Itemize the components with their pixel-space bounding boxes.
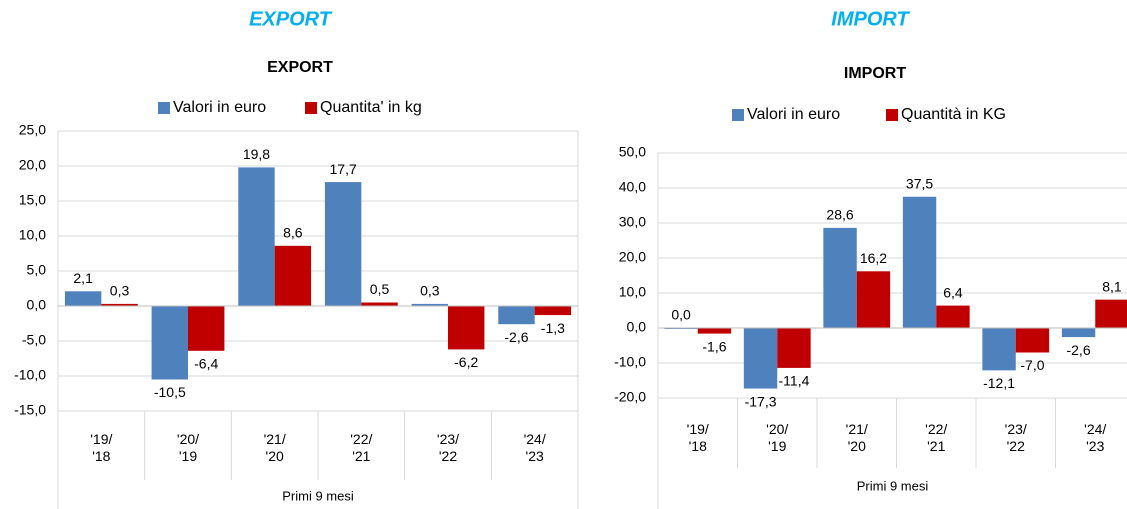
- y-tick-label: -10,0: [14, 367, 46, 383]
- bar: [361, 302, 398, 306]
- value-label: 8,6: [283, 225, 303, 241]
- bar: [448, 306, 485, 350]
- bar: [1015, 328, 1050, 353]
- value-label: 17,7: [330, 161, 357, 177]
- y-tick-label: -20,0: [614, 389, 646, 405]
- value-label: -6,4: [194, 356, 218, 372]
- legend-label: Valori in euro: [173, 99, 266, 116]
- bar: [238, 167, 275, 306]
- bar: [411, 303, 448, 306]
- y-tick-label: 20,0: [19, 157, 46, 173]
- x-tick-label: '22/'21: [350, 431, 372, 464]
- x-axis-label: Primi 9 mesi: [282, 488, 354, 503]
- y-tick-label: 50,0: [619, 144, 646, 160]
- x-tick-label: '22/'21: [925, 421, 947, 454]
- value-label: 37,5: [906, 175, 933, 191]
- legend-swatch: [886, 109, 898, 121]
- x-tick-label: '20/'19: [177, 431, 199, 464]
- value-label: 0,3: [110, 283, 130, 299]
- y-tick-label: 0,0: [627, 319, 647, 335]
- legend-label: Quantità in KG: [901, 106, 1006, 123]
- chart-title: IMPORT: [844, 65, 906, 82]
- bar: [274, 245, 312, 306]
- bar: [902, 196, 937, 328]
- bar: [1095, 299, 1127, 328]
- bar: [1061, 328, 1096, 338]
- x-axis-label: Primi 9 mesi: [857, 478, 929, 493]
- y-tick-label: 30,0: [619, 214, 646, 230]
- bar: [982, 328, 1016, 371]
- value-label: 0,3: [420, 283, 440, 299]
- x-tick-label: '24/'23: [1084, 421, 1106, 454]
- value-label: 0,5: [370, 281, 390, 297]
- value-label: -1,3: [541, 320, 565, 336]
- legend-label: Valori in euro: [747, 106, 840, 123]
- value-label: -6,2: [454, 354, 478, 370]
- value-label: 6,4: [943, 284, 963, 300]
- value-label: 19,8: [243, 146, 270, 162]
- y-tick-label: 10,0: [19, 227, 46, 243]
- heading: EXPORT: [249, 8, 333, 30]
- value-label: 16,2: [860, 250, 887, 266]
- value-label: -17,3: [745, 393, 777, 409]
- value-label: -7,0: [1020, 357, 1044, 373]
- x-tick-label: '21/'20: [846, 421, 868, 454]
- bar: [823, 227, 857, 328]
- x-tick-label: '24/'23: [524, 431, 546, 464]
- x-tick-label: '19/'18: [687, 421, 709, 454]
- legend-swatch: [305, 102, 317, 114]
- y-tick-label: 40,0: [619, 179, 646, 195]
- y-tick-label: -5,0: [22, 332, 46, 348]
- bar: [936, 305, 970, 328]
- y-tick-label: 5,0: [27, 262, 47, 278]
- bar: [743, 328, 778, 389]
- y-tick-label: 25,0: [19, 122, 46, 138]
- bar: [498, 306, 535, 325]
- x-tick-label: '20/'19: [766, 421, 788, 454]
- value-label: -1,6: [702, 338, 726, 354]
- bar: [534, 306, 572, 316]
- value-label: -2,6: [504, 329, 528, 345]
- value-label: -10,5: [154, 384, 186, 400]
- y-tick-label: -10,0: [614, 354, 646, 370]
- y-tick-label: 10,0: [619, 284, 646, 300]
- legend-label: Quantita' in kg: [320, 99, 422, 116]
- bar: [697, 328, 732, 334]
- bar: [151, 306, 188, 380]
- x-tick-label: '21/'20: [264, 431, 286, 464]
- value-label: -12,1: [983, 375, 1015, 391]
- value-label: 28,6: [826, 207, 853, 223]
- value-label: -11,4: [779, 373, 810, 389]
- legend-swatch: [158, 102, 170, 114]
- value-label: 2,1: [73, 270, 93, 286]
- value-label: 0,0: [671, 307, 691, 323]
- y-tick-label: 15,0: [19, 192, 46, 208]
- value-label: -2,6: [1066, 342, 1090, 358]
- x-tick-label: '23/'22: [437, 431, 459, 464]
- heading: IMPORT: [831, 8, 910, 30]
- bar: [324, 182, 362, 306]
- bar: [188, 306, 225, 351]
- y-tick-label: 20,0: [619, 249, 646, 265]
- bar: [101, 303, 138, 306]
- x-tick-label: '19/'18: [90, 431, 112, 464]
- chart-title: EXPORT: [267, 59, 333, 76]
- bar: [856, 271, 891, 328]
- x-tick-label: '23/'22: [1005, 421, 1027, 454]
- bar: [777, 328, 811, 368]
- bar: [64, 291, 102, 306]
- legend-swatch: [732, 109, 744, 121]
- y-tick-label: 0,0: [27, 297, 47, 313]
- value-label: 8,1: [1102, 278, 1122, 294]
- y-tick-label: -15,0: [14, 402, 46, 418]
